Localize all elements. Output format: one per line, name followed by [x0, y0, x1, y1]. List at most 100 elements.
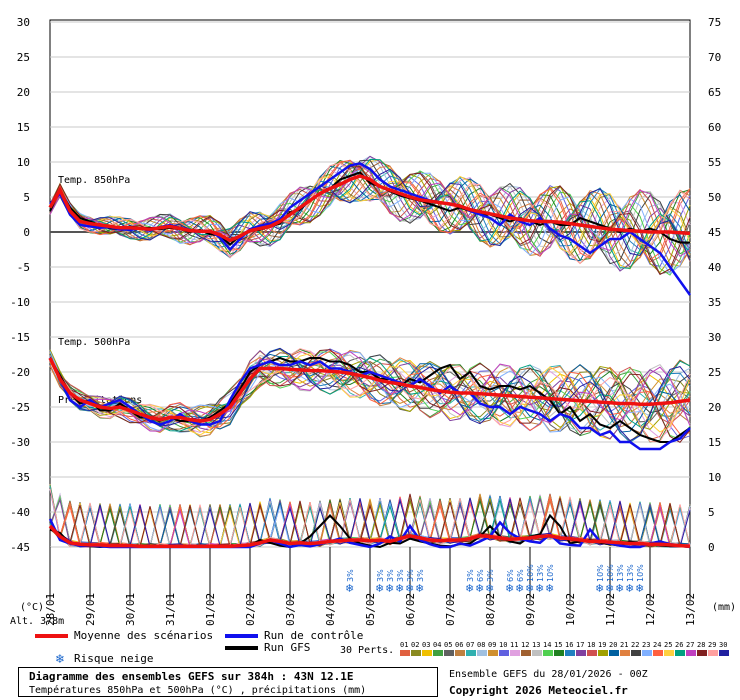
pert-legend-swatch [631, 650, 641, 656]
right-tick-label: 45 [708, 226, 721, 239]
x-tick-label: 13/02 [684, 593, 697, 626]
x-tick-label: 03/02 [284, 593, 297, 626]
pert-legend-swatch [609, 650, 619, 656]
left-tick-label: 10 [17, 156, 30, 169]
altitude-label: Alt. 378m [10, 616, 65, 627]
right-tick-label: 15 [708, 436, 721, 449]
snow-risk-pct: 3% [376, 569, 385, 582]
snowflake-icon: ❄ [475, 582, 484, 595]
legend-control-label: Run de contrôle [264, 629, 364, 642]
pert-legend-swatch [433, 650, 443, 656]
x-tick-label: 11/02 [604, 593, 617, 626]
snowflake-icon: ❄ [385, 582, 394, 595]
snow-risk-pct: 3% [396, 569, 405, 582]
right-tick-label: 50 [708, 191, 721, 204]
x-tick-label: 07/02 [444, 593, 457, 626]
left-tick-label: 15 [17, 121, 30, 134]
pert-legend-label: 23 [642, 641, 650, 649]
left-tick-label: -25 [10, 401, 30, 414]
x-tick-label: 08/02 [484, 593, 497, 626]
pert-legend-label: 08 [477, 641, 485, 649]
snow-risk-pct: 6% [476, 569, 485, 582]
pert-legend-swatch [664, 650, 674, 656]
pert-legend-label: 18 [587, 641, 595, 649]
pert-legend-swatch [532, 650, 542, 656]
snow-risk-pct: 10% [526, 564, 535, 582]
pert-legend-label: 26 [675, 641, 683, 649]
x-tick-label: 06/02 [404, 593, 417, 626]
pert-legend-label: 22 [631, 641, 639, 649]
left-tick-label: 5 [23, 191, 30, 204]
x-tick-label: 28/01 [44, 593, 57, 626]
panel-label-t850: Temp. 850hPa [58, 175, 130, 186]
right-tick-label: 40 [708, 261, 721, 274]
pert-legend-label: 16 [565, 641, 573, 649]
right-tick-label: 35 [708, 296, 721, 309]
snowflake-icon: ❄ [405, 582, 414, 595]
pert-legend-label: 29 [708, 641, 716, 649]
snow-risk-pct: 3% [386, 569, 395, 582]
right-tick-label: 30 [708, 331, 721, 344]
snow-risk-pct: 3% [466, 569, 475, 582]
pert-legend-swatch [719, 650, 729, 656]
pert-legend-label: 01 [400, 641, 408, 649]
pert-t850-line [49, 162, 691, 265]
pert-legend-label: 25 [664, 641, 672, 649]
pert-legend-swatch [642, 650, 652, 656]
snowflake-icon: ❄ [505, 582, 514, 595]
snowflake-icon: ❄ [545, 582, 554, 595]
snow-risk-pct: 10% [606, 564, 615, 582]
legend-mean-label: Moyenne des scénarios [74, 629, 214, 642]
snowflake-icon: ❄ [525, 582, 534, 595]
snow-risk-pct: 13% [626, 564, 635, 582]
mean-t500-line [48, 357, 691, 423]
ensemble-run-label: Ensemble GEFS du 28/01/2026 - 00Z [449, 669, 648, 680]
pert-legend-swatch [675, 650, 685, 656]
snowflake-icon: ❄ [375, 582, 384, 595]
pert-legend-label: 03 [422, 641, 430, 649]
pert-legend-label: 06 [455, 641, 463, 649]
pert-legend-swatch [488, 650, 498, 656]
left-tick-label: -20 [10, 366, 30, 379]
pert-t850-line [49, 175, 691, 254]
pert-legend-swatch [466, 650, 476, 656]
pert-legend-label: 27 [686, 641, 694, 649]
pert-legend-swatch [653, 650, 663, 656]
left-tick-label: -5 [17, 261, 30, 274]
snowflake-icon: ❄ [515, 582, 524, 595]
pert-legend-swatch [411, 650, 421, 656]
pert-legend-swatch [477, 650, 487, 656]
x-tick-label: 04/02 [324, 593, 337, 626]
right-tick-label: 60 [708, 121, 721, 134]
right-tick-label: 0 [708, 541, 715, 554]
grid [49, 19, 691, 600]
snow-risk-pct: 10% [546, 564, 555, 582]
plot-frame [49, 19, 691, 548]
pert-t500-line [49, 349, 691, 443]
pert-legend-label: 02 [411, 641, 419, 649]
left-tick-label: -30 [10, 436, 30, 449]
snowflake-icon: ❄ [485, 582, 494, 595]
snow-risk-pct: 13% [536, 564, 545, 582]
snow-risk-pct: 6% [506, 569, 515, 582]
legend-perts-label: 30 Perts. [340, 645, 395, 656]
pert-t500-line [49, 350, 691, 435]
snowflake-icon: ❄ [415, 582, 424, 595]
left-tick-label: -10 [10, 296, 30, 309]
pert-legend-label: 05 [444, 641, 452, 649]
control-t500-line [48, 357, 691, 451]
pert-legend-swatch [521, 650, 531, 656]
left-tick-label: -35 [10, 471, 30, 484]
chart-title: Diagramme des ensembles GEFS sur 384h : … [29, 670, 354, 683]
pert-t850-line [49, 168, 691, 261]
snowflake-icon: ❄ [625, 582, 634, 595]
snow-risk-pct: 3% [406, 569, 415, 582]
snowflake-icon: ❄ [395, 582, 404, 595]
pert-legend-label: 12 [521, 641, 529, 649]
pert-legend-label: 07 [466, 641, 474, 649]
pert-legend-swatch [620, 650, 630, 656]
x-tick-label: 30/01 [124, 593, 137, 626]
x-tick-label: 12/02 [644, 593, 657, 626]
